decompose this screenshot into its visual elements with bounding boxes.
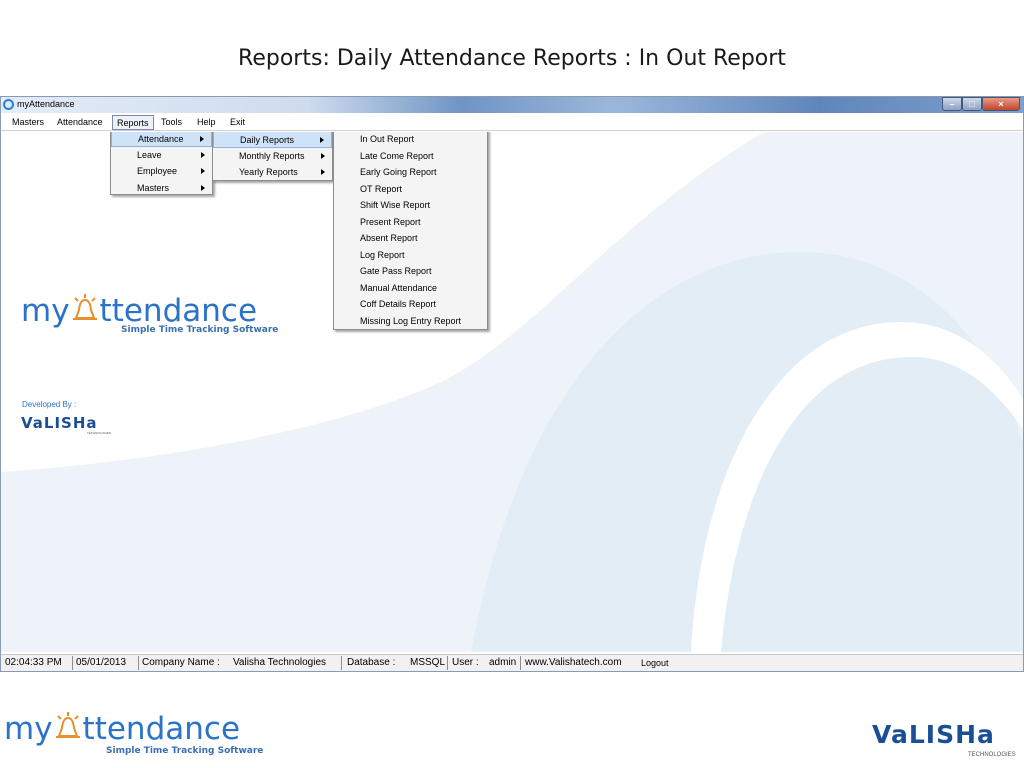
menu-item-absent-report[interactable]: Absent Report <box>360 233 418 243</box>
status-company-label: Company Name : <box>142 657 220 668</box>
maximize-button[interactable]: □ <box>962 97 982 111</box>
submenu-arrow-icon <box>321 152 325 159</box>
status-time: 02:04:33 PM <box>5 657 62 668</box>
submenu-arrow-icon <box>320 137 324 143</box>
footer-valisha-logo: VaLISHa <box>872 720 995 749</box>
menu-item-ot-report[interactable]: OT Report <box>360 183 402 194</box>
submenu-arrow-icon <box>201 151 205 158</box>
submenu-arrow-icon <box>321 169 325 175</box>
menu-item-masters[interactable]: Masters <box>111 180 212 197</box>
menu-item-employee[interactable]: Employee <box>111 163 212 180</box>
app-logo: my ttendance <box>21 292 257 332</box>
background-art <box>1 132 1023 652</box>
menu-item-in-out-report[interactable]: In Out Report <box>360 134 415 144</box>
status-website[interactable]: www.Valishatech.com <box>525 657 622 668</box>
menu-attendance[interactable]: Attendance <box>57 117 103 127</box>
window-title: myAttendance <box>17 99 75 109</box>
menu-item-missing-log-entry-report[interactable]: Missing Log Entry Report <box>360 315 462 326</box>
status-separator <box>447 656 448 670</box>
submenu-arrow-icon <box>201 168 205 174</box>
menu-item-log-report[interactable]: Log Report <box>360 249 405 260</box>
menu-item-monthly-reports[interactable]: Monthly Reports <box>213 148 332 165</box>
footer-logo-tagline: Simple Time Tracking Software <box>106 746 264 756</box>
submenu-arrow-icon <box>201 184 205 191</box>
status-date: 05/01/2013 <box>76 657 127 668</box>
menu-item-gate-pass-report[interactable]: Gate Pass Report <box>360 266 432 276</box>
title-bar: myAttendance – □ × <box>1 97 1023 113</box>
footer-valisha-sub: TECHNOLOGIES <box>968 752 1016 758</box>
menu-item-shift-wise-report[interactable]: Shift Wise Report <box>360 200 431 210</box>
menu-masters[interactable]: Masters <box>12 117 45 127</box>
bell-icon <box>70 292 100 332</box>
menu-item-late-come-report[interactable]: Late Come Report <box>360 150 434 161</box>
logo-tagline: Simple Time Tracking Software <box>121 325 279 335</box>
status-user-value: admin <box>489 657 517 668</box>
main-canvas: my ttendance Simple Time Tracking Softwa… <box>1 132 1023 652</box>
status-bar: 02:04:33 PM 05/01/2013 Company Name : Va… <box>1 654 1023 671</box>
menu-item-early-going-report[interactable]: Early Going Report <box>360 167 437 177</box>
menu-item-attendance[interactable]: Attendance <box>111 132 212 147</box>
menu-exit[interactable]: Exit <box>230 117 246 127</box>
close-button[interactable]: × <box>982 97 1020 111</box>
menu-item-coff-details-report[interactable]: Coff Details Report <box>360 299 436 309</box>
menu-help[interactable]: Help <box>197 117 216 127</box>
status-separator <box>138 656 139 670</box>
menu-item-leave[interactable]: Leave <box>111 147 212 164</box>
status-company-value: Valisha Technologies <box>233 657 327 668</box>
menu-bar: Masters Attendance Reports Tools Help Ex… <box>1 113 1023 131</box>
daily-reports-submenu: In Out Report Late Come Report Early Goi… <box>333 132 488 330</box>
attendance-submenu: Daily Reports Monthly Reports Yearly Rep… <box>212 132 333 181</box>
app-window: myAttendance – □ × Masters Attendance Re… <box>0 96 1024 672</box>
status-separator <box>520 656 521 670</box>
reports-dropdown: Attendance Leave Employee Masters <box>110 132 213 195</box>
status-separator <box>341 656 342 670</box>
logout-link[interactable]: Logout <box>641 658 669 668</box>
footer-app-logo: my ttendance <box>4 710 240 750</box>
menu-tools[interactable]: Tools <box>161 117 183 127</box>
valisha-logo-sub: TECHNOLOGIES <box>87 431 111 435</box>
status-separator <box>72 656 73 670</box>
app-icon <box>3 99 14 110</box>
developed-by-label: Developed By : <box>22 400 77 409</box>
menu-reports[interactable]: Reports <box>112 115 154 130</box>
menu-item-yearly-reports[interactable]: Yearly Reports <box>213 164 332 181</box>
menu-item-daily-reports[interactable]: Daily Reports <box>213 132 332 148</box>
submenu-arrow-icon <box>200 136 204 142</box>
status-database-label: Database : <box>347 657 396 668</box>
menu-item-present-report[interactable]: Present Report <box>360 216 421 227</box>
slide-title: Reports: Daily Attendance Reports : In O… <box>238 46 786 71</box>
bell-icon <box>53 710 83 750</box>
minimize-button[interactable]: – <box>942 97 962 111</box>
valisha-logo: VaLISHa <box>21 414 98 432</box>
status-database-value: MSSQL <box>410 657 446 668</box>
status-user-label: User : <box>452 657 479 668</box>
menu-item-manual-attendance[interactable]: Manual Attendance <box>360 282 438 293</box>
